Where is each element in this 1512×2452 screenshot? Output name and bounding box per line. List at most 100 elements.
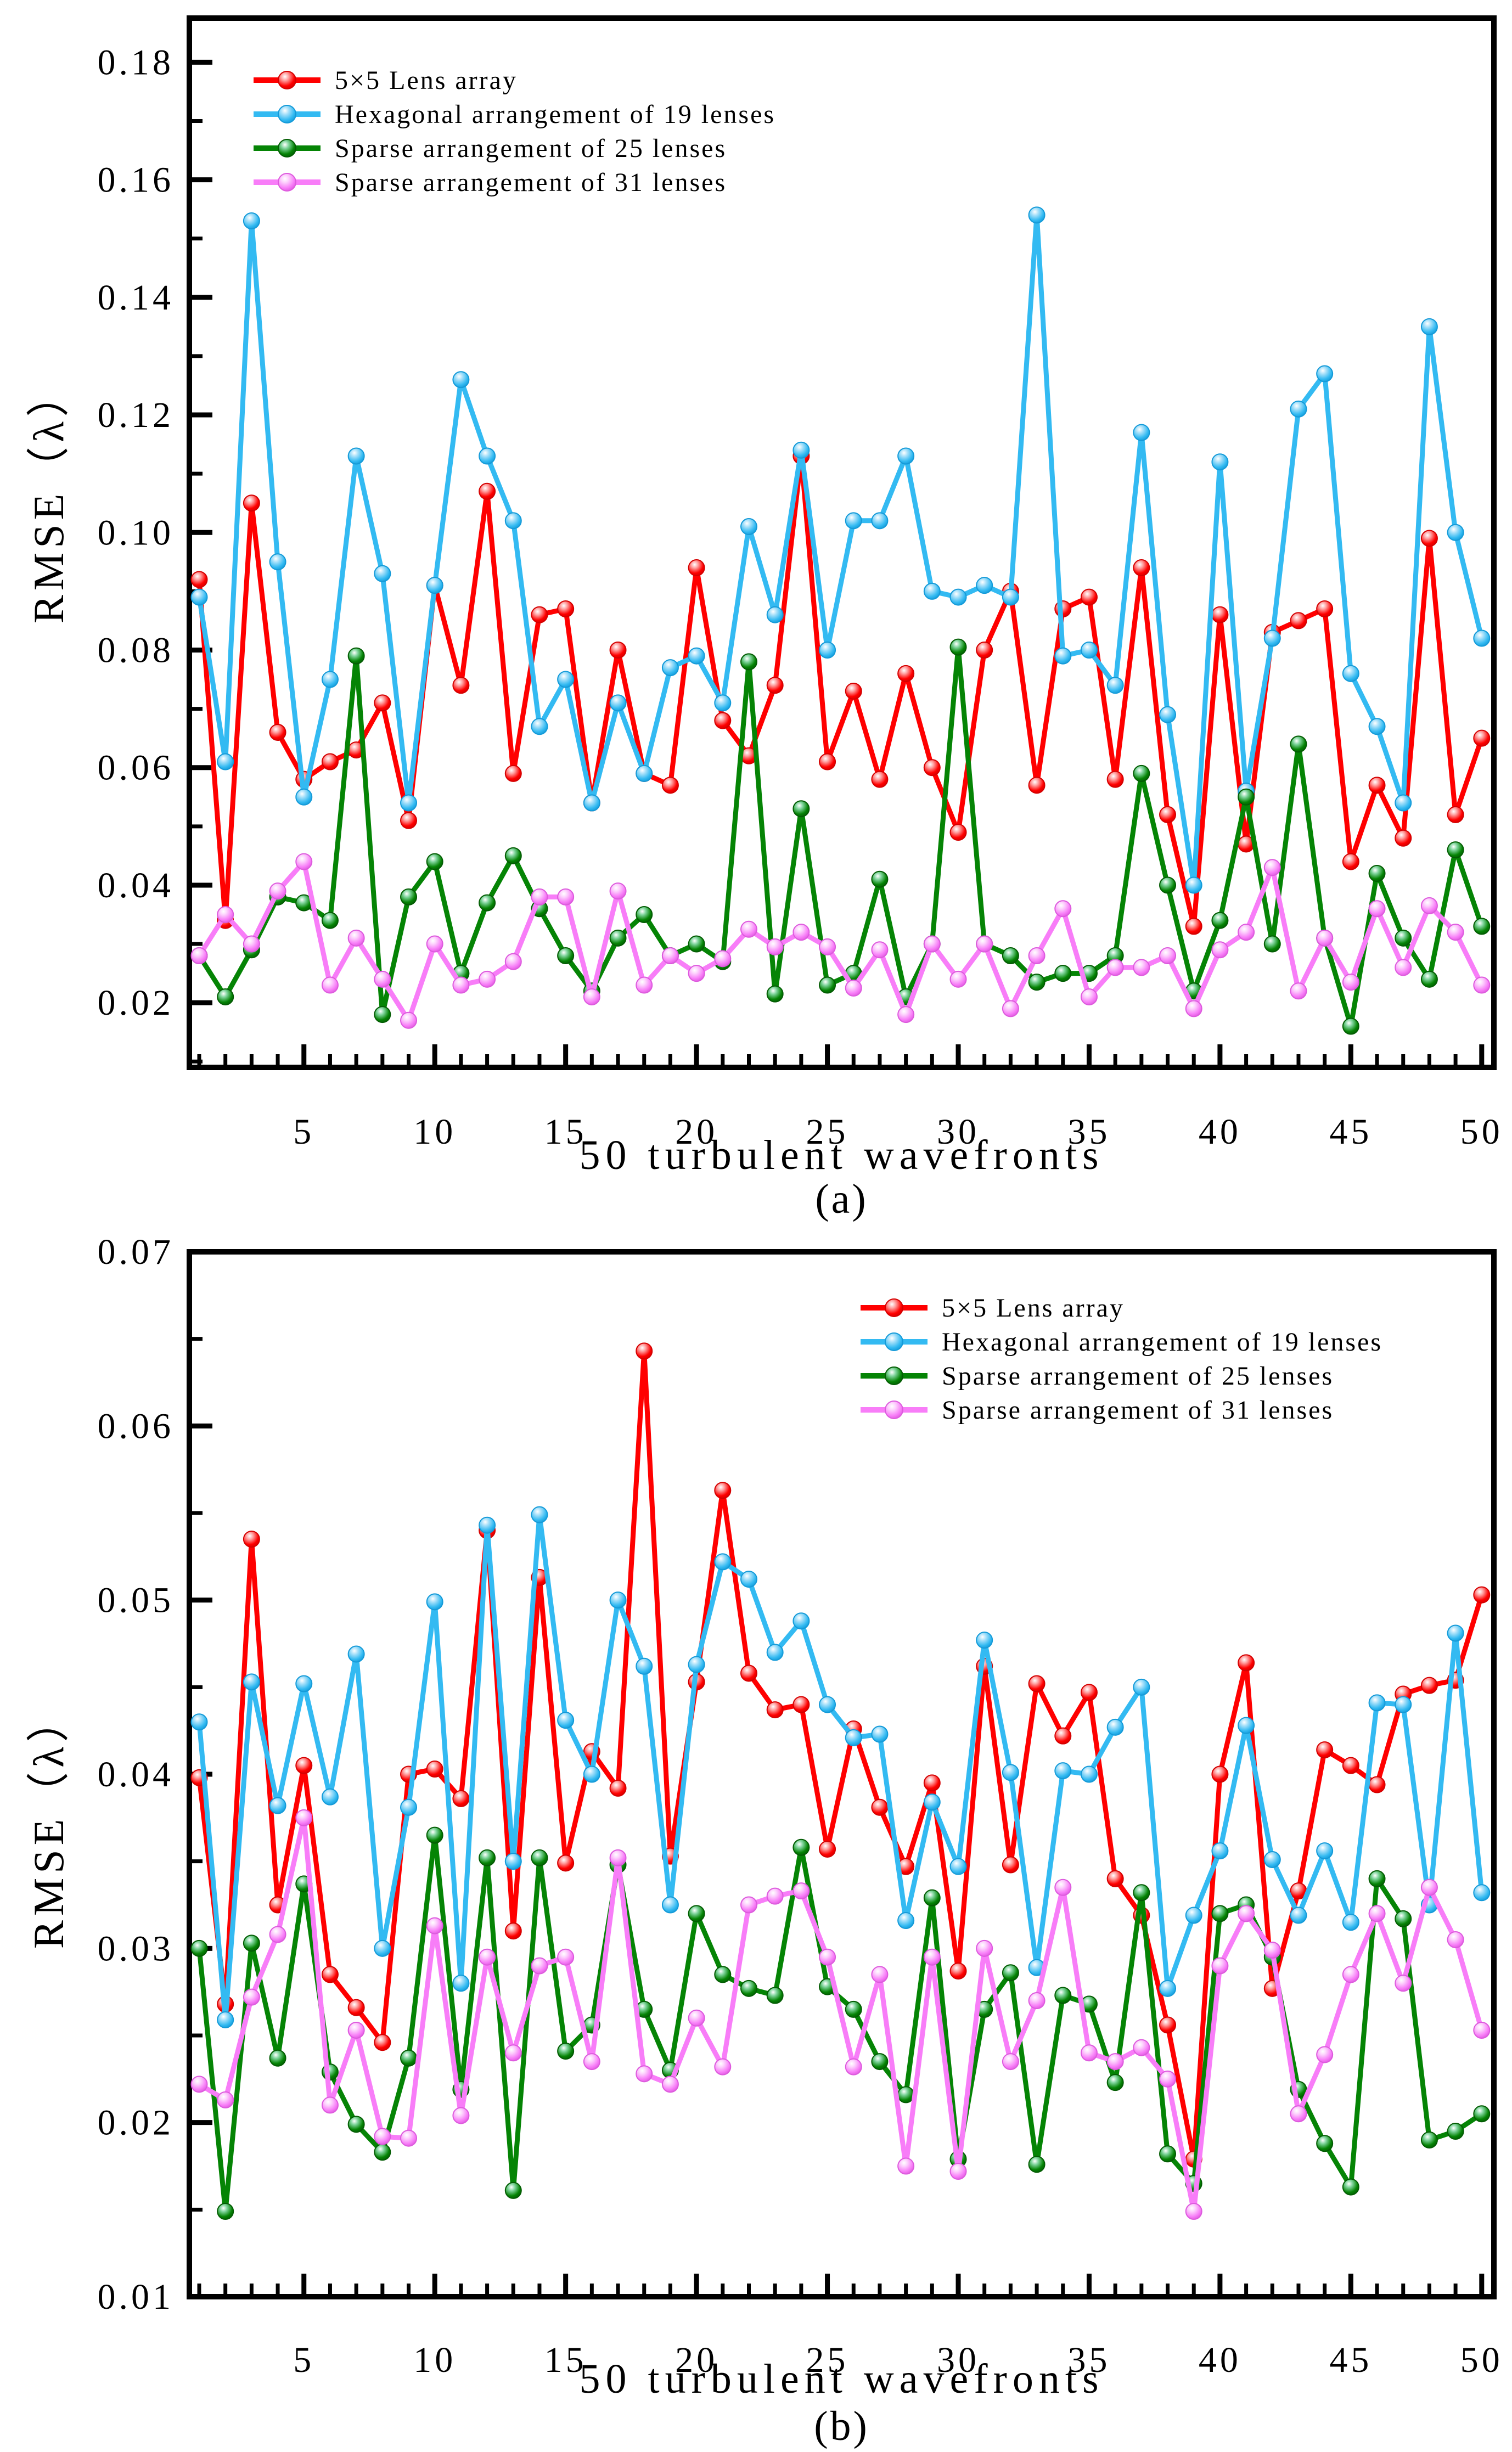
x-tick-label: 5 bbox=[293, 2340, 314, 2380]
data-point-marker-red bbox=[792, 1696, 810, 1713]
data-point-marker-magenta bbox=[321, 976, 339, 994]
data-point-marker-green bbox=[374, 2144, 391, 2161]
data-point-marker-blue bbox=[976, 1632, 993, 1649]
data-point-marker-green bbox=[766, 1987, 784, 2004]
x-tick-label: 40 bbox=[1199, 2340, 1241, 2380]
data-point-marker-blue bbox=[1263, 1851, 1281, 1868]
y-tick-label: 0.04 bbox=[98, 865, 175, 906]
data-point-marker-red bbox=[949, 1962, 967, 1980]
legend-sphere-magenta bbox=[885, 1401, 903, 1419]
data-point-marker-red bbox=[504, 1922, 522, 1940]
legend-item: Sparse arrangement of 31 lenses bbox=[861, 1393, 1382, 1427]
data-point-marker-green bbox=[1002, 947, 1019, 964]
legend-sphere-blue bbox=[885, 1332, 903, 1351]
chart-a-canvas: 0.02 0.04 0.06 0.08 0.10 0.12 0.14 0.16 0.18 5 10 1… bbox=[98, 15, 1500, 1152]
data-point-marker-red bbox=[714, 712, 732, 729]
data-point-marker-blue bbox=[452, 371, 470, 389]
series-sparse-arrangement-of-31-lenses bbox=[190, 853, 1491, 1029]
data-point-marker-red bbox=[819, 753, 836, 771]
x-tick-label: 30 bbox=[937, 1112, 980, 1152]
data-point-marker-blue bbox=[190, 588, 208, 606]
data-point-marker-blue bbox=[1368, 1694, 1386, 1712]
data-point-marker-blue bbox=[583, 1765, 600, 1783]
data-point-marker-magenta bbox=[819, 938, 836, 955]
data-point-marker-green bbox=[1106, 2074, 1124, 2091]
data-point-marker-green bbox=[557, 947, 575, 964]
data-point-marker-green bbox=[1368, 865, 1386, 882]
data-point-marker-magenta bbox=[479, 1948, 496, 1966]
y-tick-label: 0.04 bbox=[98, 1754, 175, 1795]
data-point-marker-green bbox=[1342, 1017, 1359, 1035]
data-point-marker-red bbox=[871, 771, 889, 788]
legend-label: Sparse arrangement of 31 lenses bbox=[335, 167, 727, 197]
data-point-marker-magenta bbox=[1106, 2053, 1124, 2071]
legend-sphere-magenta bbox=[278, 173, 296, 192]
data-point-marker-red bbox=[1211, 606, 1229, 623]
legend-item: Sparse arrangement of 31 lenses bbox=[254, 165, 775, 199]
data-point-marker-red bbox=[243, 1531, 260, 1548]
data-point-marker-red bbox=[1342, 1757, 1359, 1774]
data-point-marker-blue bbox=[661, 1896, 679, 1914]
data-point-marker-blue bbox=[871, 1725, 889, 1743]
data-point-marker-magenta bbox=[1368, 1905, 1386, 1922]
data-point-marker-magenta bbox=[897, 1006, 915, 1023]
data-point-marker-magenta bbox=[1028, 947, 1046, 964]
x-tick-label: 20 bbox=[675, 2340, 718, 2380]
caption-b: (b) bbox=[814, 2403, 869, 2449]
data-point-marker-blue bbox=[1028, 206, 1046, 224]
data-point-marker-red bbox=[1211, 1765, 1229, 1783]
data-point-marker-magenta bbox=[295, 853, 313, 870]
data-point-marker-green bbox=[557, 2043, 575, 2060]
data-point-marker-magenta bbox=[609, 882, 627, 900]
data-point-marker-green bbox=[479, 1849, 496, 1866]
data-point-marker-magenta bbox=[426, 935, 443, 953]
data-point-marker-magenta bbox=[819, 1948, 836, 1966]
data-point-marker-magenta bbox=[1447, 1931, 1464, 1948]
data-point-marker-magenta bbox=[347, 2021, 365, 2039]
data-point-marker-blue bbox=[190, 1713, 208, 1731]
series-5-5-lens-array bbox=[190, 1342, 1491, 2168]
x-tick-label: 25 bbox=[806, 1112, 849, 1152]
data-point-marker-magenta bbox=[374, 2128, 391, 2145]
series-sparse-arrangement-of-31-lenses bbox=[190, 1809, 1491, 2220]
data-point-marker-red bbox=[1159, 806, 1177, 823]
data-point-marker-red bbox=[923, 1774, 941, 1792]
legend-label: Sparse arrangement of 31 lenses bbox=[942, 1395, 1334, 1425]
data-point-marker-magenta bbox=[661, 947, 679, 964]
data-point-marker-green bbox=[871, 2053, 889, 2071]
data-point-marker-red bbox=[1159, 2016, 1177, 2034]
data-point-marker-blue bbox=[740, 1571, 757, 1588]
data-point-marker-red bbox=[190, 571, 208, 588]
data-point-marker-green bbox=[766, 985, 784, 1003]
data-point-marker-magenta bbox=[243, 1988, 260, 2006]
data-point-marker-magenta bbox=[217, 2091, 234, 2108]
x-axis-title-a: 50 turbulent wavefronts bbox=[579, 1132, 1104, 1178]
data-point-marker-blue bbox=[792, 441, 810, 459]
data-point-marker-magenta bbox=[217, 906, 234, 924]
data-point-marker-blue bbox=[923, 582, 941, 600]
data-point-marker-green bbox=[347, 647, 365, 665]
data-point-marker-blue bbox=[374, 565, 391, 582]
data-point-marker-blue bbox=[1159, 706, 1177, 723]
data-point-marker-green bbox=[1263, 935, 1281, 953]
data-point-marker-magenta bbox=[479, 970, 496, 988]
data-point-marker-green bbox=[1473, 918, 1491, 935]
data-point-marker-magenta bbox=[557, 888, 575, 906]
data-point-marker-red bbox=[714, 1482, 732, 1499]
data-point-marker-blue bbox=[479, 447, 496, 465]
data-point-marker-magenta bbox=[1290, 2105, 1307, 2123]
y-tick-label: 0.06 bbox=[98, 748, 175, 788]
data-point-marker-blue bbox=[766, 1644, 784, 1661]
legend-label: 5×5 Lens array bbox=[335, 65, 518, 95]
data-point-marker-green bbox=[792, 800, 810, 818]
x-tick-label: 20 bbox=[675, 1112, 718, 1152]
data-point-marker-magenta bbox=[1054, 900, 1072, 918]
x-axis-title-b: 50 turbulent wavefronts bbox=[579, 2356, 1104, 2402]
legend-label: Hexagonal arrangement of 19 lenses bbox=[335, 99, 776, 129]
data-point-marker-magenta bbox=[400, 2129, 418, 2147]
legend-marker-icon bbox=[254, 139, 321, 158]
data-point-marker-blue bbox=[1080, 1765, 1098, 1783]
series-hexagonal-arrangement-of-19-lenses bbox=[190, 206, 1491, 894]
data-point-marker-magenta bbox=[557, 1948, 575, 1966]
